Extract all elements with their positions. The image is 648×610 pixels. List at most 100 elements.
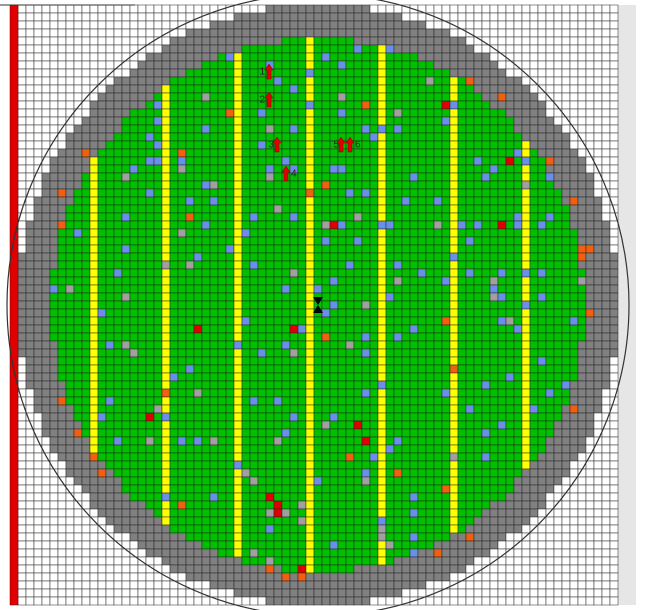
die: [257, 84, 267, 94]
die: [569, 508, 579, 518]
die: [441, 260, 451, 270]
die: [473, 76, 483, 86]
die: [449, 348, 459, 358]
die: [193, 396, 203, 406]
die: [401, 228, 411, 238]
die: [409, 196, 419, 206]
die: [233, 44, 243, 54]
die: [41, 492, 51, 502]
die: [177, 492, 187, 502]
die: [193, 300, 203, 310]
die: [369, 44, 379, 54]
die: [105, 388, 115, 398]
die: [281, 412, 291, 422]
die: [249, 12, 259, 22]
die: [57, 212, 67, 222]
die: [185, 148, 195, 158]
die: [385, 252, 395, 262]
die: [457, 452, 467, 462]
die: [601, 468, 611, 478]
die: [177, 92, 187, 102]
die: [305, 492, 315, 502]
die: [169, 36, 179, 46]
die: [393, 252, 403, 262]
die: [65, 76, 75, 86]
die: [489, 36, 499, 46]
die: [489, 460, 499, 470]
die: [105, 20, 115, 30]
die: [73, 156, 83, 166]
die: [401, 36, 411, 46]
die: [409, 292, 419, 302]
die: [185, 108, 195, 118]
die: [313, 388, 323, 398]
die: [185, 332, 195, 342]
die: [81, 532, 91, 542]
die: [153, 164, 163, 174]
die: [481, 308, 491, 318]
die: [17, 332, 27, 342]
die: [337, 476, 347, 486]
die: [329, 124, 339, 134]
die: [529, 508, 539, 518]
die: [241, 244, 251, 254]
die: [241, 452, 251, 462]
die: [137, 292, 147, 302]
die: [321, 316, 331, 326]
die: [113, 252, 123, 262]
die: [313, 164, 323, 174]
die: [225, 308, 235, 318]
die: [57, 156, 67, 166]
die: [161, 372, 171, 382]
die: [145, 324, 155, 334]
die: [89, 68, 99, 78]
die: [481, 4, 491, 14]
die: [561, 444, 571, 454]
die: [425, 316, 435, 326]
die: [489, 268, 499, 278]
die: [393, 84, 403, 94]
die: [17, 140, 27, 150]
die: [465, 180, 475, 190]
die: [217, 148, 227, 158]
die: [249, 36, 259, 46]
die: [585, 276, 595, 286]
die: [313, 508, 323, 518]
die: [233, 380, 243, 390]
die: [161, 140, 171, 150]
die: [329, 84, 339, 94]
die: [233, 460, 243, 470]
die: [529, 180, 539, 190]
die: [473, 364, 483, 374]
die: [257, 476, 267, 486]
die: [49, 228, 59, 238]
die: [145, 28, 155, 38]
die: [145, 164, 155, 174]
die: [273, 260, 283, 270]
die: [225, 76, 235, 86]
die: [57, 428, 67, 438]
die: [169, 404, 179, 414]
die: [201, 260, 211, 270]
die: [377, 204, 387, 214]
die: [361, 20, 371, 30]
die: [129, 228, 139, 238]
die: [425, 252, 435, 262]
die: [449, 260, 459, 270]
die: [273, 180, 283, 190]
die: [561, 524, 571, 534]
die: [193, 428, 203, 438]
die: [193, 332, 203, 342]
die: [417, 188, 427, 198]
die: [449, 172, 459, 182]
die: [17, 180, 27, 190]
die: [561, 388, 571, 398]
die: [49, 500, 59, 510]
die: [145, 356, 155, 366]
die: [33, 276, 43, 286]
die: [417, 172, 427, 182]
die: [41, 340, 51, 350]
die: [249, 476, 259, 486]
die: [385, 484, 395, 494]
die: [169, 372, 179, 382]
